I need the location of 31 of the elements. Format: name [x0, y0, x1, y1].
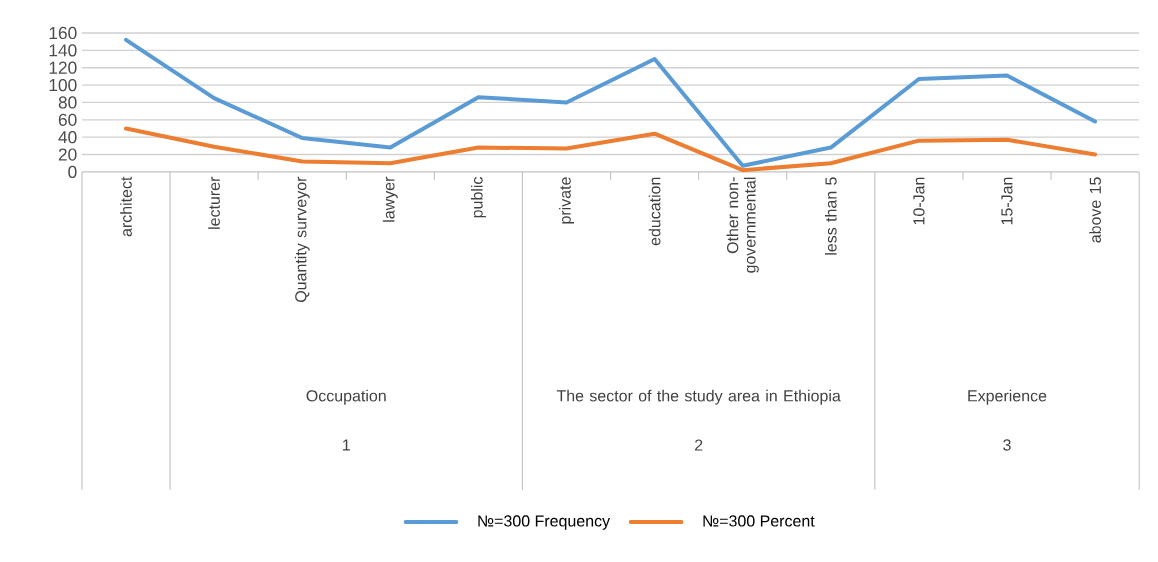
text: 3	[1003, 439, 1011, 451]
legend-label: №=300 Percent	[703, 515, 815, 527]
y-tick-label: 100	[49, 79, 77, 92]
x-tick-label: lawyer	[382, 177, 398, 222]
y-tick-label: 60	[58, 113, 77, 127]
x-tick-label: 15-Jan	[1001, 177, 1013, 225]
x-tick-label: 10-Jan	[913, 177, 925, 225]
text: Occupation	[306, 389, 386, 405]
y-tick-label: 80	[58, 96, 77, 109]
text: 1	[343, 439, 350, 451]
text: Experience	[968, 389, 1047, 405]
y-tick-label: 140	[49, 44, 77, 57]
y-tick-label: 40	[58, 131, 77, 144]
line-series	[123, 126, 1098, 173]
x-tick-label: private	[559, 177, 574, 224]
x-tick-label: education	[648, 177, 661, 246]
x-tick-label: public	[470, 177, 486, 218]
y-tick-label: 20	[58, 148, 77, 161]
y-tick-label: 120	[49, 61, 77, 75]
text: The sector of the study area in Ethiopia	[556, 389, 841, 405]
x-tick-label: Other non-governmental	[726, 177, 759, 273]
x-tick-label: architect	[120, 176, 132, 237]
x-tick-label: Quantity surveyor	[294, 177, 310, 303]
x-tick-label: above 15	[1089, 177, 1101, 243]
legend-label: №=300 Frequency	[478, 515, 611, 530]
x-tick-label: less than 5	[824, 177, 837, 255]
y-tick-label: 160	[49, 27, 77, 40]
y-tick-label: 0	[68, 165, 77, 179]
text: 2	[695, 439, 703, 451]
x-tick-label: lecturer	[208, 177, 220, 230]
line-series	[123, 38, 1098, 169]
